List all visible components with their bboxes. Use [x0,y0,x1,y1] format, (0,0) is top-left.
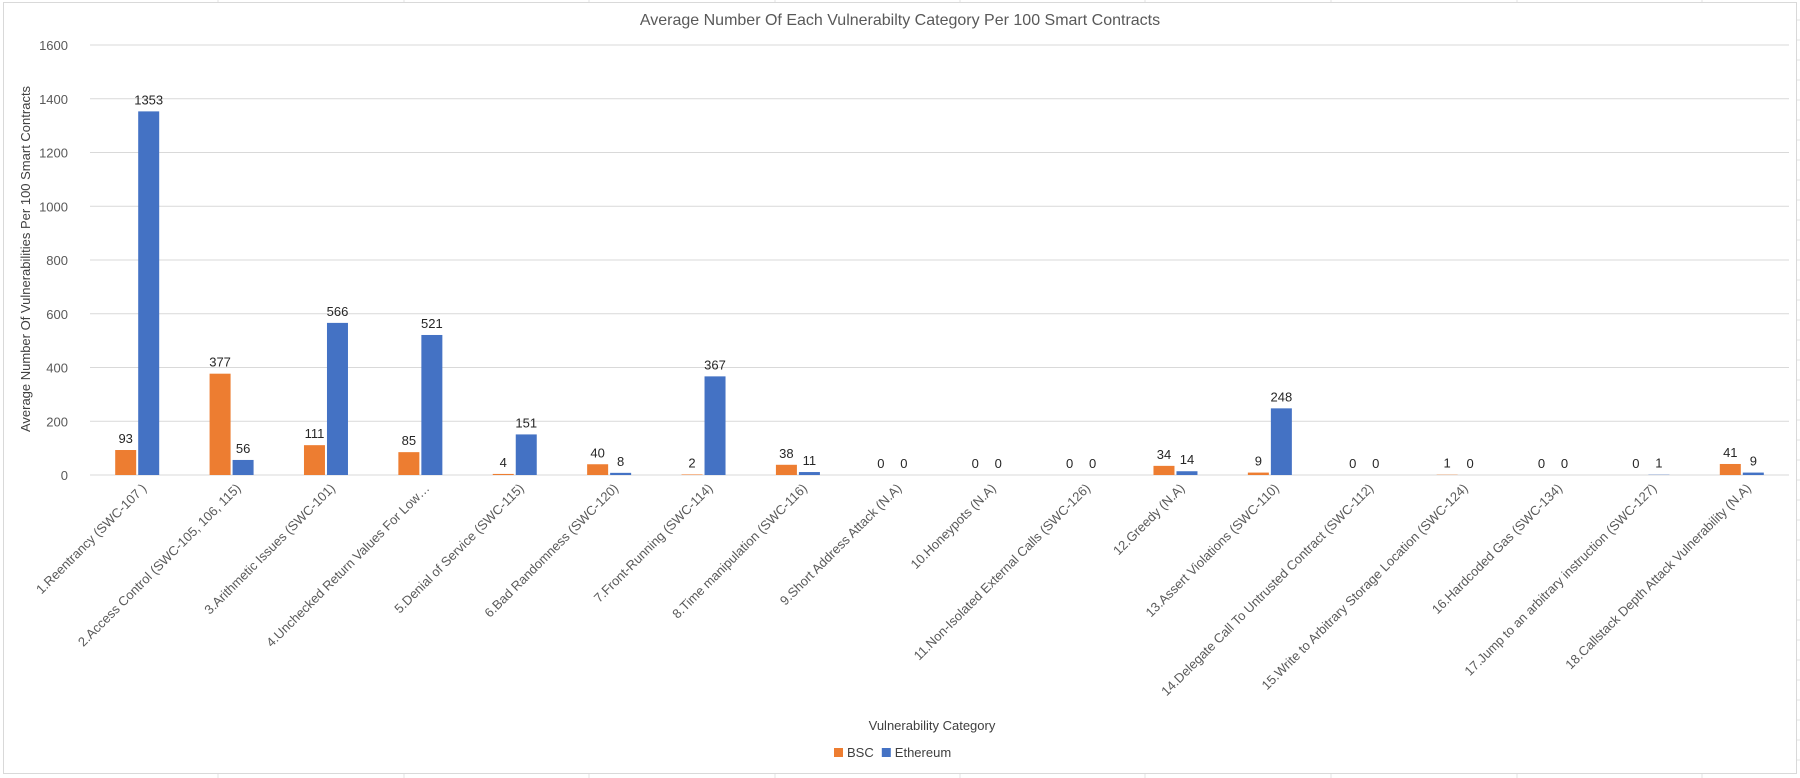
bar-bsc-12 [1153,465,1175,475]
chart-title: Average Number Of Each Vulnerabilty Cate… [640,12,1160,29]
data-label-ethereum-15: 0 [1467,456,1474,471]
legend-label-ethereum: Ethereum [895,745,951,760]
bar-ethereum-6 [610,472,632,475]
bar-bsc-8 [775,464,797,475]
x-category-label: 11.Non-Isolated External Calls (SWC-126) [911,481,1094,664]
bar-bsc-18 [1719,463,1741,475]
bar-bsc-2 [209,373,231,475]
y-tick-label: 600 [46,307,68,322]
y-tick-label: 1600 [39,38,68,53]
bar-bsc-1 [115,450,137,475]
data-label-ethereum-9: 0 [900,456,907,471]
bar-ethereum-8 [798,472,820,475]
x-axis-categories: 1.Reentrancy (SWC-107 )2.Access Control … [33,481,1754,699]
bar-bsc-6 [587,464,609,475]
data-label-bsc-17: 0 [1632,456,1639,471]
bar-ethereum-4 [421,334,443,475]
x-category-label: 10.Honeypots (N.A) [907,481,998,572]
data-label-bsc-12: 34 [1157,447,1171,462]
x-category-label: 12.Greedy (N.A) [1110,481,1188,559]
data-label-ethereum-6: 8 [617,454,624,469]
y-axis-ticks: 0 200 400 600 800 1000 1200 1400 1600 [39,38,68,483]
data-label-ethereum-11: 0 [1089,456,1096,471]
bar-bsc-5 [492,473,514,475]
data-label-ethereum-2: 56 [236,441,250,456]
x-category-label: 4.Unchecked Return Values For Low… [263,481,432,650]
x-category-label: 1.Reentrancy (SWC-107 ) [33,481,149,597]
data-label-ethereum-14: 0 [1372,456,1379,471]
data-label-bsc-15: 1 [1444,456,1451,471]
y-tick-label: 400 [46,361,68,376]
bar-ethereum-18 [1742,472,1764,475]
legend-label-bsc: BSC [847,745,874,760]
bar-bsc-13 [1247,472,1269,475]
x-category-label: 18.Callstack Depth Attack Vulnerability … [1562,481,1754,673]
data-label-bsc-11: 0 [1066,456,1073,471]
data-label-bsc-16: 0 [1538,456,1545,471]
data-label-ethereum-10: 0 [995,456,1002,471]
bar-bsc-3 [303,445,325,475]
data-label-bsc-7: 2 [688,455,695,470]
data-label-ethereum-3: 566 [327,304,349,319]
data-label-ethereum-8: 11 [803,453,817,468]
x-category-label: 14.Delegate Call To Untrusted Contract (… [1158,481,1376,699]
y-tick-label: 800 [46,253,68,268]
y-tick-label: 1400 [39,92,68,107]
y-tick-label: 200 [46,414,68,429]
data-label-bsc-3: 111 [305,426,325,441]
y-tick-label: 1200 [39,146,68,161]
y-axis-title: Average Number Of Vulnerabilities Per 10… [18,85,33,432]
data-label-ethereum-18: 9 [1750,454,1757,469]
bar-bsc-4 [398,452,420,475]
bar-ethereum-13 [1270,408,1292,475]
bar-ethereum-5 [515,434,537,475]
data-label-bsc-13: 9 [1255,454,1262,469]
data-label-bsc-14: 0 [1349,456,1356,471]
data-label-bsc-2: 377 [209,355,231,370]
data-label-bsc-5: 4 [500,455,507,470]
bar-ethereum-7 [704,376,726,475]
data-label-bsc-1: 93 [118,431,132,446]
data-label-ethereum-17: 1 [1655,456,1662,471]
data-label-ethereum-1: 1353 [134,92,163,107]
data-label-bsc-10: 0 [972,456,979,471]
data-label-ethereum-7: 367 [704,357,726,372]
x-category-label: 15.Write to Arbitrary Storage Location (… [1259,481,1471,693]
data-label-ethereum-16: 0 [1561,456,1568,471]
x-axis-title: Vulnerability Category [869,718,996,733]
y-gridlines [90,44,1789,476]
legend-swatch-bsc [834,748,843,757]
data-label-bsc-18: 41 [1723,445,1737,460]
legend-swatch-ethereum [881,748,891,757]
data-label-bsc-4: 85 [402,433,416,448]
data-label-ethereum-12: 14 [1180,452,1194,467]
bar-ethereum-3 [326,322,348,475]
bar-ethereum-12 [1176,471,1198,475]
data-label-ethereum-5: 151 [515,415,537,430]
data-label-ethereum-13: 248 [1271,389,1293,404]
x-category-label: 17.Jump to an arbitrary instruction (SWC… [1461,481,1659,679]
legend: BSC Ethereum [834,745,951,760]
bar-chart: Average Number Of Each Vulnerabilty Cate… [18,12,1789,760]
bars [115,111,1764,475]
y-tick-label: 1000 [39,199,68,214]
data-label-bsc-8: 38 [779,446,793,461]
y-tick-label: 0 [61,468,68,483]
bar-bsc-7 [681,474,703,475]
data-label-bsc-6: 40 [590,445,604,460]
bar-ethereum-1 [138,111,160,475]
bar-ethereum-2 [232,459,254,475]
data-label-ethereum-4: 521 [421,316,443,331]
data-label-bsc-9: 0 [877,456,884,471]
x-category-label: 2.Access Control (SWC-105, 106, 115) [75,481,244,650]
chart-area[interactable]: Average Number Of Each Vulnerabilty Cate… [3,2,1797,774]
